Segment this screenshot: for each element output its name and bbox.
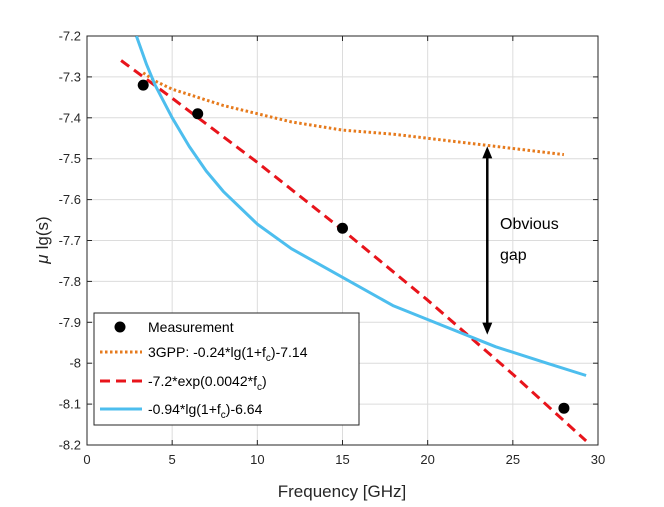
y-tick-label: -7.2 (59, 29, 81, 44)
y-tick-label: -7.3 (59, 69, 81, 84)
x-tick-label: 15 (335, 452, 349, 467)
y-tick-label: -7.6 (59, 192, 81, 207)
legend: Measurement 3GPP: -0.24*lg(1+fc)-7.14 -7… (93, 312, 360, 426)
gap-arrow-head-bottom (482, 322, 493, 335)
x-tick-label: 30 (591, 452, 605, 467)
measurement-point (558, 402, 570, 414)
x-tick-label: 5 (169, 452, 176, 467)
legend-lg-sub: c (221, 410, 226, 421)
measurement-point (337, 222, 348, 234)
series-line-3gpp (142, 71, 565, 157)
x-tick-label: 20 (420, 452, 434, 467)
y-tick-label: -7.9 (59, 315, 81, 330)
legend-exp-tail: ) (262, 373, 267, 389)
legend-marker-measurement (114, 321, 126, 333)
legend-label-lg: -0.94*lg(1+fc)-6.64 (148, 401, 263, 421)
x-axis-label: Frequency [GHz] (278, 482, 407, 501)
legend-box (93, 312, 360, 426)
measurement-points (137, 79, 570, 414)
y-tick-label: -7.4 (59, 110, 81, 125)
legend-label-exp: -7.2*exp(0.0042*fc) (148, 373, 267, 393)
annotation-line1: Obvious (500, 216, 559, 233)
y-tick-label: -7.5 (59, 151, 81, 166)
series-line-lg (134, 36, 587, 377)
legend-3gpp-main: 3GPP: -0.24*lg(1+f (148, 344, 266, 360)
legend-3gpp-tail: )-7.14 (271, 344, 308, 360)
measurement-point (192, 108, 204, 120)
gap-annotation: Obvious gap (482, 146, 559, 335)
y-tick-label: -7.8 (59, 274, 81, 289)
legend-label-3gpp: 3GPP: -0.24*lg(1+fc)-7.14 (148, 344, 308, 364)
y-axis-label: μ lg(s) (33, 216, 52, 264)
x-tick-label: 10 (250, 452, 264, 467)
legend-exp-main: -7.2*exp(0.0042*f (148, 373, 257, 389)
y-axis-label-rest: lg(s) (33, 216, 52, 249)
y-tick-label: -7.7 (59, 233, 81, 248)
legend-label-measurement: Measurement (148, 319, 234, 335)
legend-3gpp-sub: c (266, 353, 271, 364)
y-axis-label-mu: μ (33, 254, 52, 265)
legend-lg-main: -0.94*lg(1+f (148, 401, 221, 417)
y-tick-label: -8.1 (59, 397, 81, 412)
measurement-point (137, 79, 149, 91)
legend-lg-tail: )-6.64 (226, 401, 263, 417)
gap-arrow-head-top (482, 146, 493, 159)
axis-ticks: 0 5 10 15 20 25 30 -7.2 -7.3 -7.4 -7.5 -7.6 -7.7 -7.8… (59, 29, 606, 468)
y-tick-label: -8.2 (59, 438, 81, 453)
x-tick-label: 25 (506, 452, 520, 467)
y-tick-label: -8 (69, 356, 81, 371)
legend-exp-sub: c (257, 382, 262, 393)
x-tick-label: 0 (83, 452, 90, 467)
annotation-line2: gap (500, 247, 527, 264)
